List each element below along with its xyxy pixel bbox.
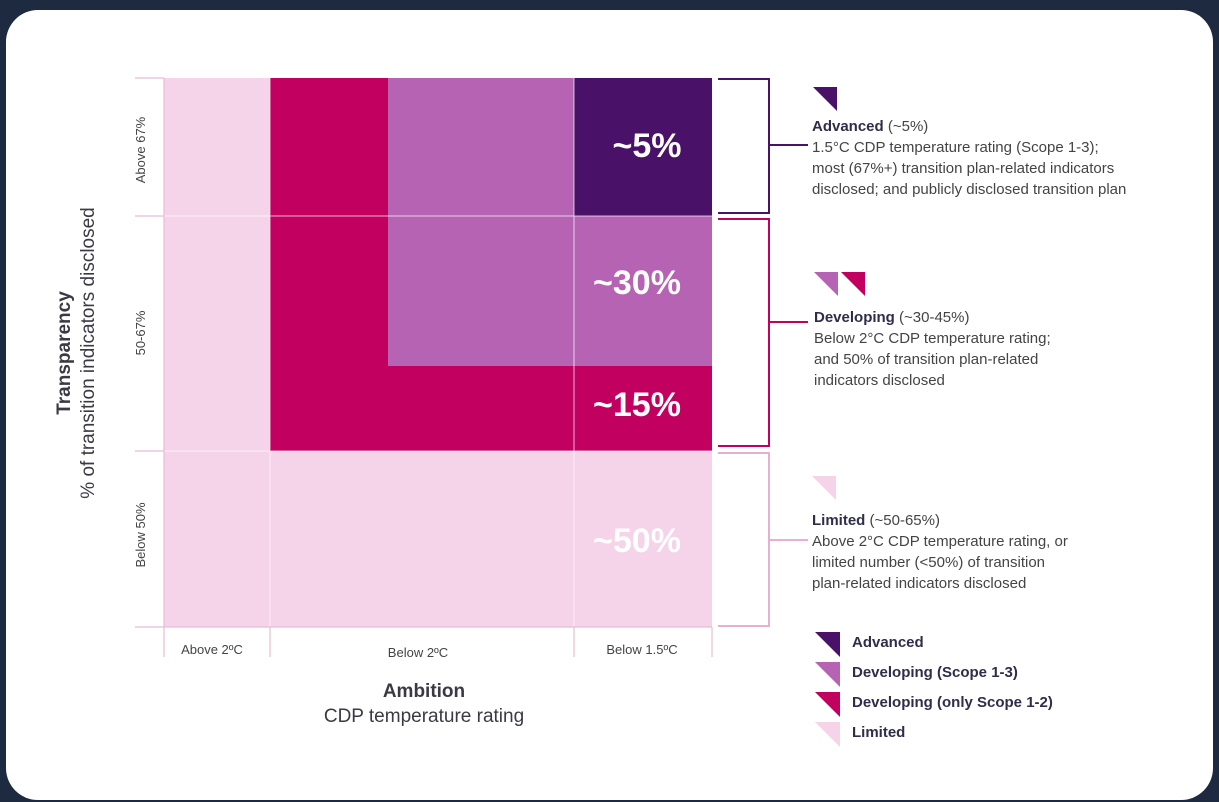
bracket xyxy=(718,452,808,627)
group-line: Below 2°C CDP temperature rating; xyxy=(814,330,1051,347)
group-line: indicators disclosed xyxy=(814,372,945,389)
legend-swatch xyxy=(815,692,840,717)
legend-label: Advanced xyxy=(852,634,924,651)
group-share: (~30-45%) xyxy=(899,309,969,326)
group-line: and 50% of transition plan-related xyxy=(814,351,1038,368)
group-line: Above 2°C CDP temperature rating, or xyxy=(812,533,1068,550)
row-label: Below 50% xyxy=(133,502,148,567)
icon xyxy=(841,272,865,296)
legend-swatch xyxy=(815,662,840,687)
group-name: Limited xyxy=(812,512,865,529)
group-line: 1.5°C CDP temperature rating (Scope 1-3)… xyxy=(812,139,1099,156)
icon xyxy=(813,87,837,111)
x-axis-title: Ambition xyxy=(383,681,465,702)
group-share: (~5%) xyxy=(888,118,928,135)
group-heading: Advanced (~5%) xyxy=(812,118,928,135)
grid xyxy=(164,78,712,627)
legend-label: Developing (only Scope 1-2) xyxy=(852,694,1053,711)
row-label: 50-67% xyxy=(133,310,148,355)
legend-label: Developing (Scope 1-3) xyxy=(852,664,1018,681)
cell-label: ~15% xyxy=(593,386,681,424)
x-axis-subtitle: CDP temperature rating xyxy=(324,706,524,727)
group-line: most (67%+) transition plan-related indi… xyxy=(812,160,1114,177)
column-label: Below 2ºC xyxy=(388,645,448,660)
y-axis-subtitle: % of transition indicators disclosed xyxy=(78,207,99,498)
y-axis-title: Transparency xyxy=(54,291,75,415)
cell-label: ~30% xyxy=(593,264,681,302)
group-heading: Limited (~50-65%) xyxy=(812,512,940,529)
group-line: limited number (<50%) of transition xyxy=(812,554,1045,571)
row-label: Above 67% xyxy=(133,116,148,183)
column-label: Below 1.5ºC xyxy=(606,642,677,657)
group-line: disclosed; and publicly disclosed transi… xyxy=(812,181,1126,198)
group-name: Developing xyxy=(814,309,895,326)
bracket xyxy=(718,78,808,214)
group-share: (~50-65%) xyxy=(870,512,940,529)
advanced-region xyxy=(574,78,712,216)
column-label: Above 2ºC xyxy=(181,642,243,657)
legend-label: Limited xyxy=(852,724,905,741)
icon xyxy=(812,476,836,500)
group-heading: Developing (~30-45%) xyxy=(814,309,969,326)
group-name: Advanced xyxy=(812,118,884,135)
cell-label: ~50% xyxy=(593,522,681,560)
cell-label: ~5% xyxy=(613,127,682,165)
group-descriptions: Advanced (~5%) 1.5°C CDP temperature rati… xyxy=(812,118,1126,592)
group-line: plan-related indicators disclosed xyxy=(812,575,1026,592)
legend-swatch xyxy=(815,632,840,657)
icon xyxy=(814,272,838,296)
bracket xyxy=(718,218,808,447)
legend-swatch xyxy=(815,722,840,747)
axis-ticks xyxy=(135,77,713,657)
